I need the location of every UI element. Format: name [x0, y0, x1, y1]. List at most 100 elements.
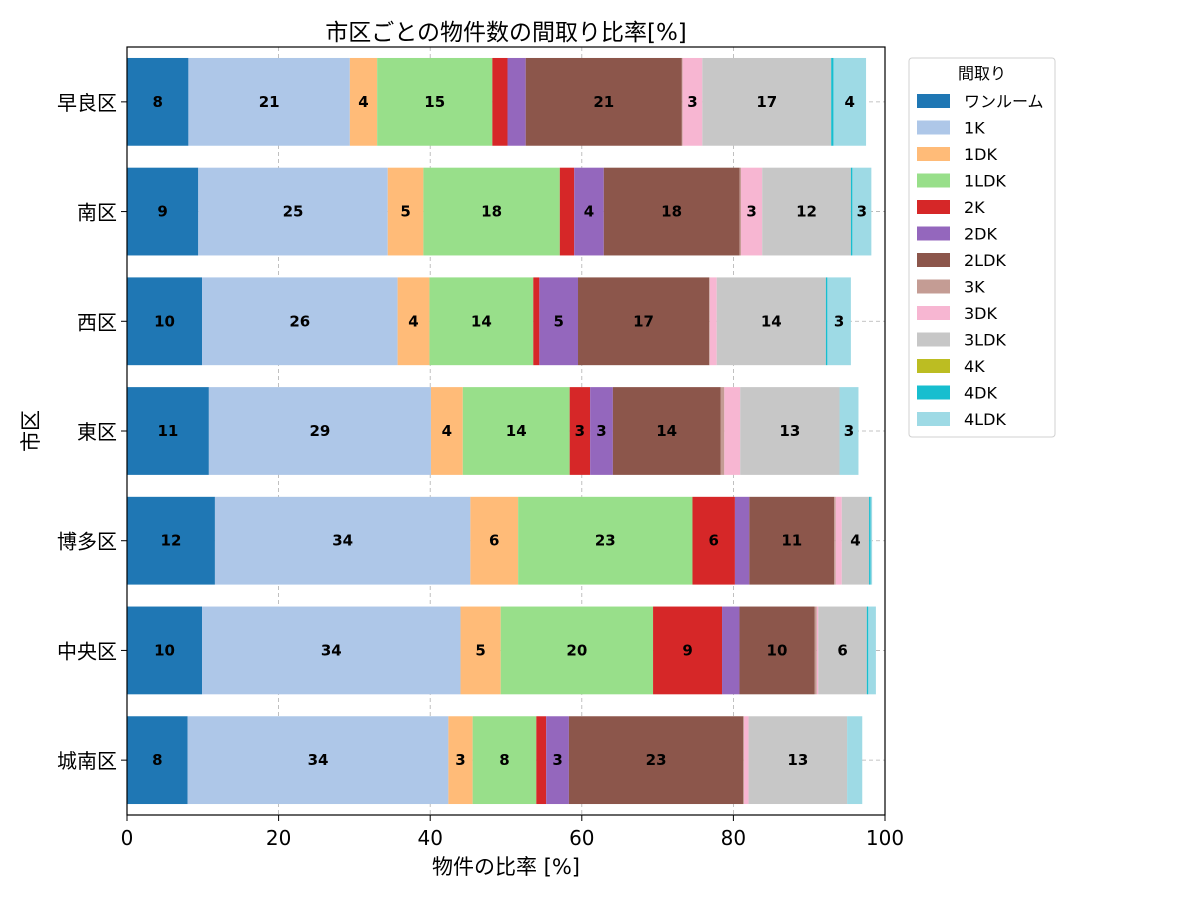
bar-segment: [578, 277, 710, 366]
bar-value-label: 29: [309, 422, 330, 440]
bar-value-label: 10: [154, 641, 175, 659]
bar-segment: [349, 57, 378, 146]
x-tick-label: 100: [866, 826, 904, 850]
bar-value-label: 4: [358, 93, 368, 111]
bar-value-label: 5: [475, 641, 485, 659]
bar-value-label: 23: [646, 751, 667, 769]
bar-segment: [127, 167, 199, 256]
bar-segment: [692, 496, 735, 585]
bar-value-label: 6: [837, 641, 847, 659]
bar-segment: [814, 606, 817, 695]
bar-value-label: 5: [400, 203, 410, 221]
bar-value-label: 13: [787, 751, 808, 769]
legend-swatch: [917, 200, 950, 214]
bar-value-label: 21: [593, 93, 614, 111]
y-tick-label: 南区: [77, 201, 117, 225]
bar-value-label: 14: [656, 422, 677, 440]
bar-segment: [818, 606, 867, 695]
x-tick-label: 20: [266, 826, 291, 850]
x-tick-label: 0: [121, 826, 134, 850]
bar-segment: [430, 387, 463, 475]
bar-segment: [722, 606, 740, 695]
bar-value-label: 17: [756, 93, 777, 111]
bar-value-label: 3: [844, 422, 854, 440]
legend-swatch: [917, 332, 950, 347]
bar-value-label: 11: [157, 422, 178, 440]
legend-swatch: [917, 226, 950, 241]
bar-value-label: 8: [499, 751, 509, 769]
legend-swatch: [917, 120, 950, 135]
bar-value-label: 3: [455, 751, 465, 769]
bar-value-label: 23: [595, 532, 616, 550]
legend-swatch: [917, 279, 950, 294]
legend-frame: [908, 57, 1056, 438]
bar-segment: [681, 57, 683, 146]
bar-segment: [127, 496, 215, 585]
bar-segment: [850, 167, 853, 256]
bar-value-label: 11: [781, 532, 802, 550]
bar-segment: [590, 387, 613, 475]
bar-value-label: 34: [308, 751, 329, 769]
bar-segment: [740, 387, 840, 475]
bar-value-label: 3: [834, 312, 844, 330]
bar-segment: [492, 57, 508, 146]
bar-value-label: 4: [850, 532, 860, 550]
legend-swatch: [917, 253, 950, 267]
bar-value-label: 8: [152, 751, 162, 769]
bar-segment: [470, 496, 519, 585]
bar-value-label: 5: [553, 312, 563, 330]
bar-segment: [536, 716, 547, 805]
bar-segment: [202, 606, 461, 695]
bar-segment: [702, 57, 832, 146]
bar-segment: [397, 277, 430, 366]
bar-segment: [743, 716, 745, 805]
bar-segment: [387, 167, 424, 256]
bar-segment: [127, 57, 189, 146]
legend-label: 4DK: [964, 384, 998, 403]
bar-segment: [612, 387, 721, 475]
bar-value-label: 34: [321, 641, 342, 659]
legend-label: 4LDK: [964, 410, 1006, 429]
legend-label: 2LDK: [964, 251, 1006, 270]
bar-value-label: 9: [682, 641, 692, 659]
legend-swatch: [917, 147, 950, 161]
bar-segment: [568, 716, 744, 805]
bar-segment: [866, 606, 869, 695]
bar-segment: [460, 606, 501, 695]
legend-label: 3K: [964, 278, 985, 297]
bar-segment: [868, 606, 876, 695]
bar-segment: [546, 716, 569, 805]
bar-value-label: 3: [857, 203, 867, 221]
bar-segment: [127, 277, 203, 366]
bar-value-label: 3: [746, 203, 756, 221]
bar-segment: [739, 606, 815, 695]
bar-segment: [525, 57, 682, 146]
bar-segment: [762, 167, 851, 256]
x-tick-label: 80: [721, 826, 746, 850]
bar-layer: [127, 57, 876, 805]
bar-value-label: 17: [633, 312, 654, 330]
bar-segment: [533, 277, 540, 366]
bar-value-label: 14: [761, 312, 782, 330]
legend-label: ワンルーム: [964, 92, 1044, 111]
x-tick-label: 60: [569, 826, 594, 850]
bar-value-label: 4: [845, 93, 855, 111]
legend-label: 1K: [964, 119, 985, 138]
bar-segment: [852, 167, 872, 256]
bar-segment: [569, 387, 591, 475]
y-tick-label: 博多区: [57, 530, 117, 554]
bar-value-label: 13: [779, 422, 800, 440]
legend-label: 2K: [964, 198, 985, 217]
bar-value-label: 12: [796, 203, 817, 221]
bar-segment: [739, 167, 741, 256]
legend-label: 3DK: [964, 304, 998, 323]
bar-segment: [833, 57, 867, 146]
bar-segment: [127, 606, 203, 695]
legend-swatch: [917, 173, 950, 188]
legend-label: 3LDK: [964, 331, 1006, 350]
bar-segment: [749, 496, 835, 585]
y-tick-label: 城南区: [57, 749, 117, 773]
legend-label: 2DK: [964, 225, 998, 244]
legend-label: 4K: [964, 357, 985, 376]
y-tick-label: 早良区: [57, 91, 117, 115]
